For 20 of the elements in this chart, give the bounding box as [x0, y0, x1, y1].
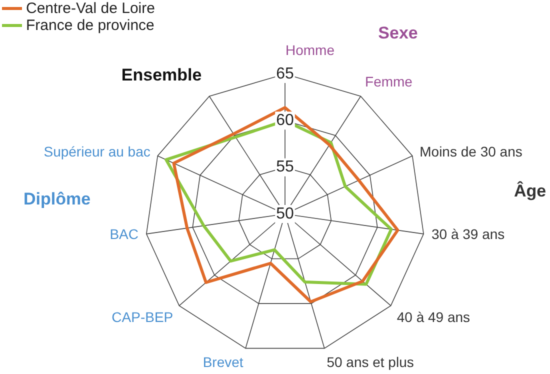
text: Diplôme [23, 190, 91, 209]
spoke-label: 50 ans et plus [326, 354, 414, 370]
spoke-label: Brevet [202, 354, 244, 370]
spoke-label: 40 à 49 ans [396, 308, 470, 325]
y-tick-label: 50 [276, 205, 294, 222]
text: Sexe [378, 24, 418, 43]
spoke-label: BAC [110, 226, 139, 242]
y-tick-label: 55 [276, 158, 294, 176]
y-tick-label: 60 [276, 112, 294, 130]
spoke-label: CAP-BEP [112, 308, 174, 325]
y-tick-label: 65 [276, 65, 294, 82]
spoke-label: Supérieur au bac [44, 143, 150, 160]
text: Âge [514, 180, 546, 201]
spoke-label: Ensemble [121, 66, 202, 85]
legend-label: France de province [26, 17, 154, 34]
spoke-label: Moins de 30 ans [420, 143, 522, 160]
spoke-label: Femme [365, 73, 413, 90]
legend-label: Centre-Val de Loire [26, 0, 155, 17]
spoke-label: 30 à 39 ans [431, 226, 505, 242]
spoke-label: Homme [285, 42, 335, 58]
